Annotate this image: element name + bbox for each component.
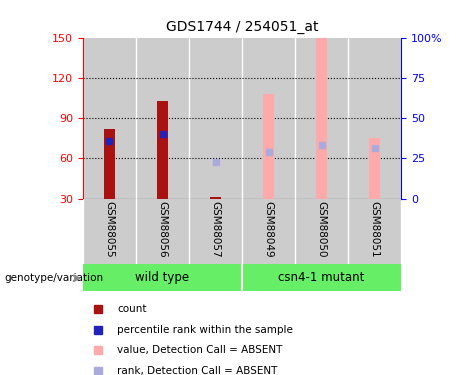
Text: percentile rank within the sample: percentile rank within the sample [117,325,293,334]
Text: GSM88050: GSM88050 [317,201,326,257]
Bar [136,38,189,199]
Text: value, Detection Call = ABSENT: value, Detection Call = ABSENT [117,345,283,355]
Bar [189,38,242,199]
Bar [210,197,221,199]
Text: GSM88055: GSM88055 [105,201,114,257]
Bar [157,100,168,199]
Bar [295,38,348,199]
Bar [295,199,348,264]
Text: GSM88051: GSM88051 [370,201,379,257]
Bar [316,38,327,199]
Text: count: count [117,304,147,314]
Bar [83,264,242,291]
Text: rank, Detection Call = ABSENT: rank, Detection Call = ABSENT [117,366,278,375]
Bar [242,199,295,264]
Bar [83,199,136,264]
Text: GSM88057: GSM88057 [211,201,220,257]
Bar [242,38,295,199]
Bar [263,94,274,199]
Bar [348,199,401,264]
Bar [348,38,401,199]
Text: GSM88056: GSM88056 [158,201,167,257]
Bar [83,38,136,199]
Title: GDS1744 / 254051_at: GDS1744 / 254051_at [166,20,318,34]
Bar [189,199,242,264]
Bar [136,199,189,264]
Bar [104,129,115,199]
Text: wild type: wild type [136,271,189,284]
Text: GSM88049: GSM88049 [264,201,273,257]
Bar [242,264,401,291]
Text: csn4-1 mutant: csn4-1 mutant [278,271,365,284]
Text: genotype/variation: genotype/variation [5,273,104,283]
Bar [369,138,380,199]
